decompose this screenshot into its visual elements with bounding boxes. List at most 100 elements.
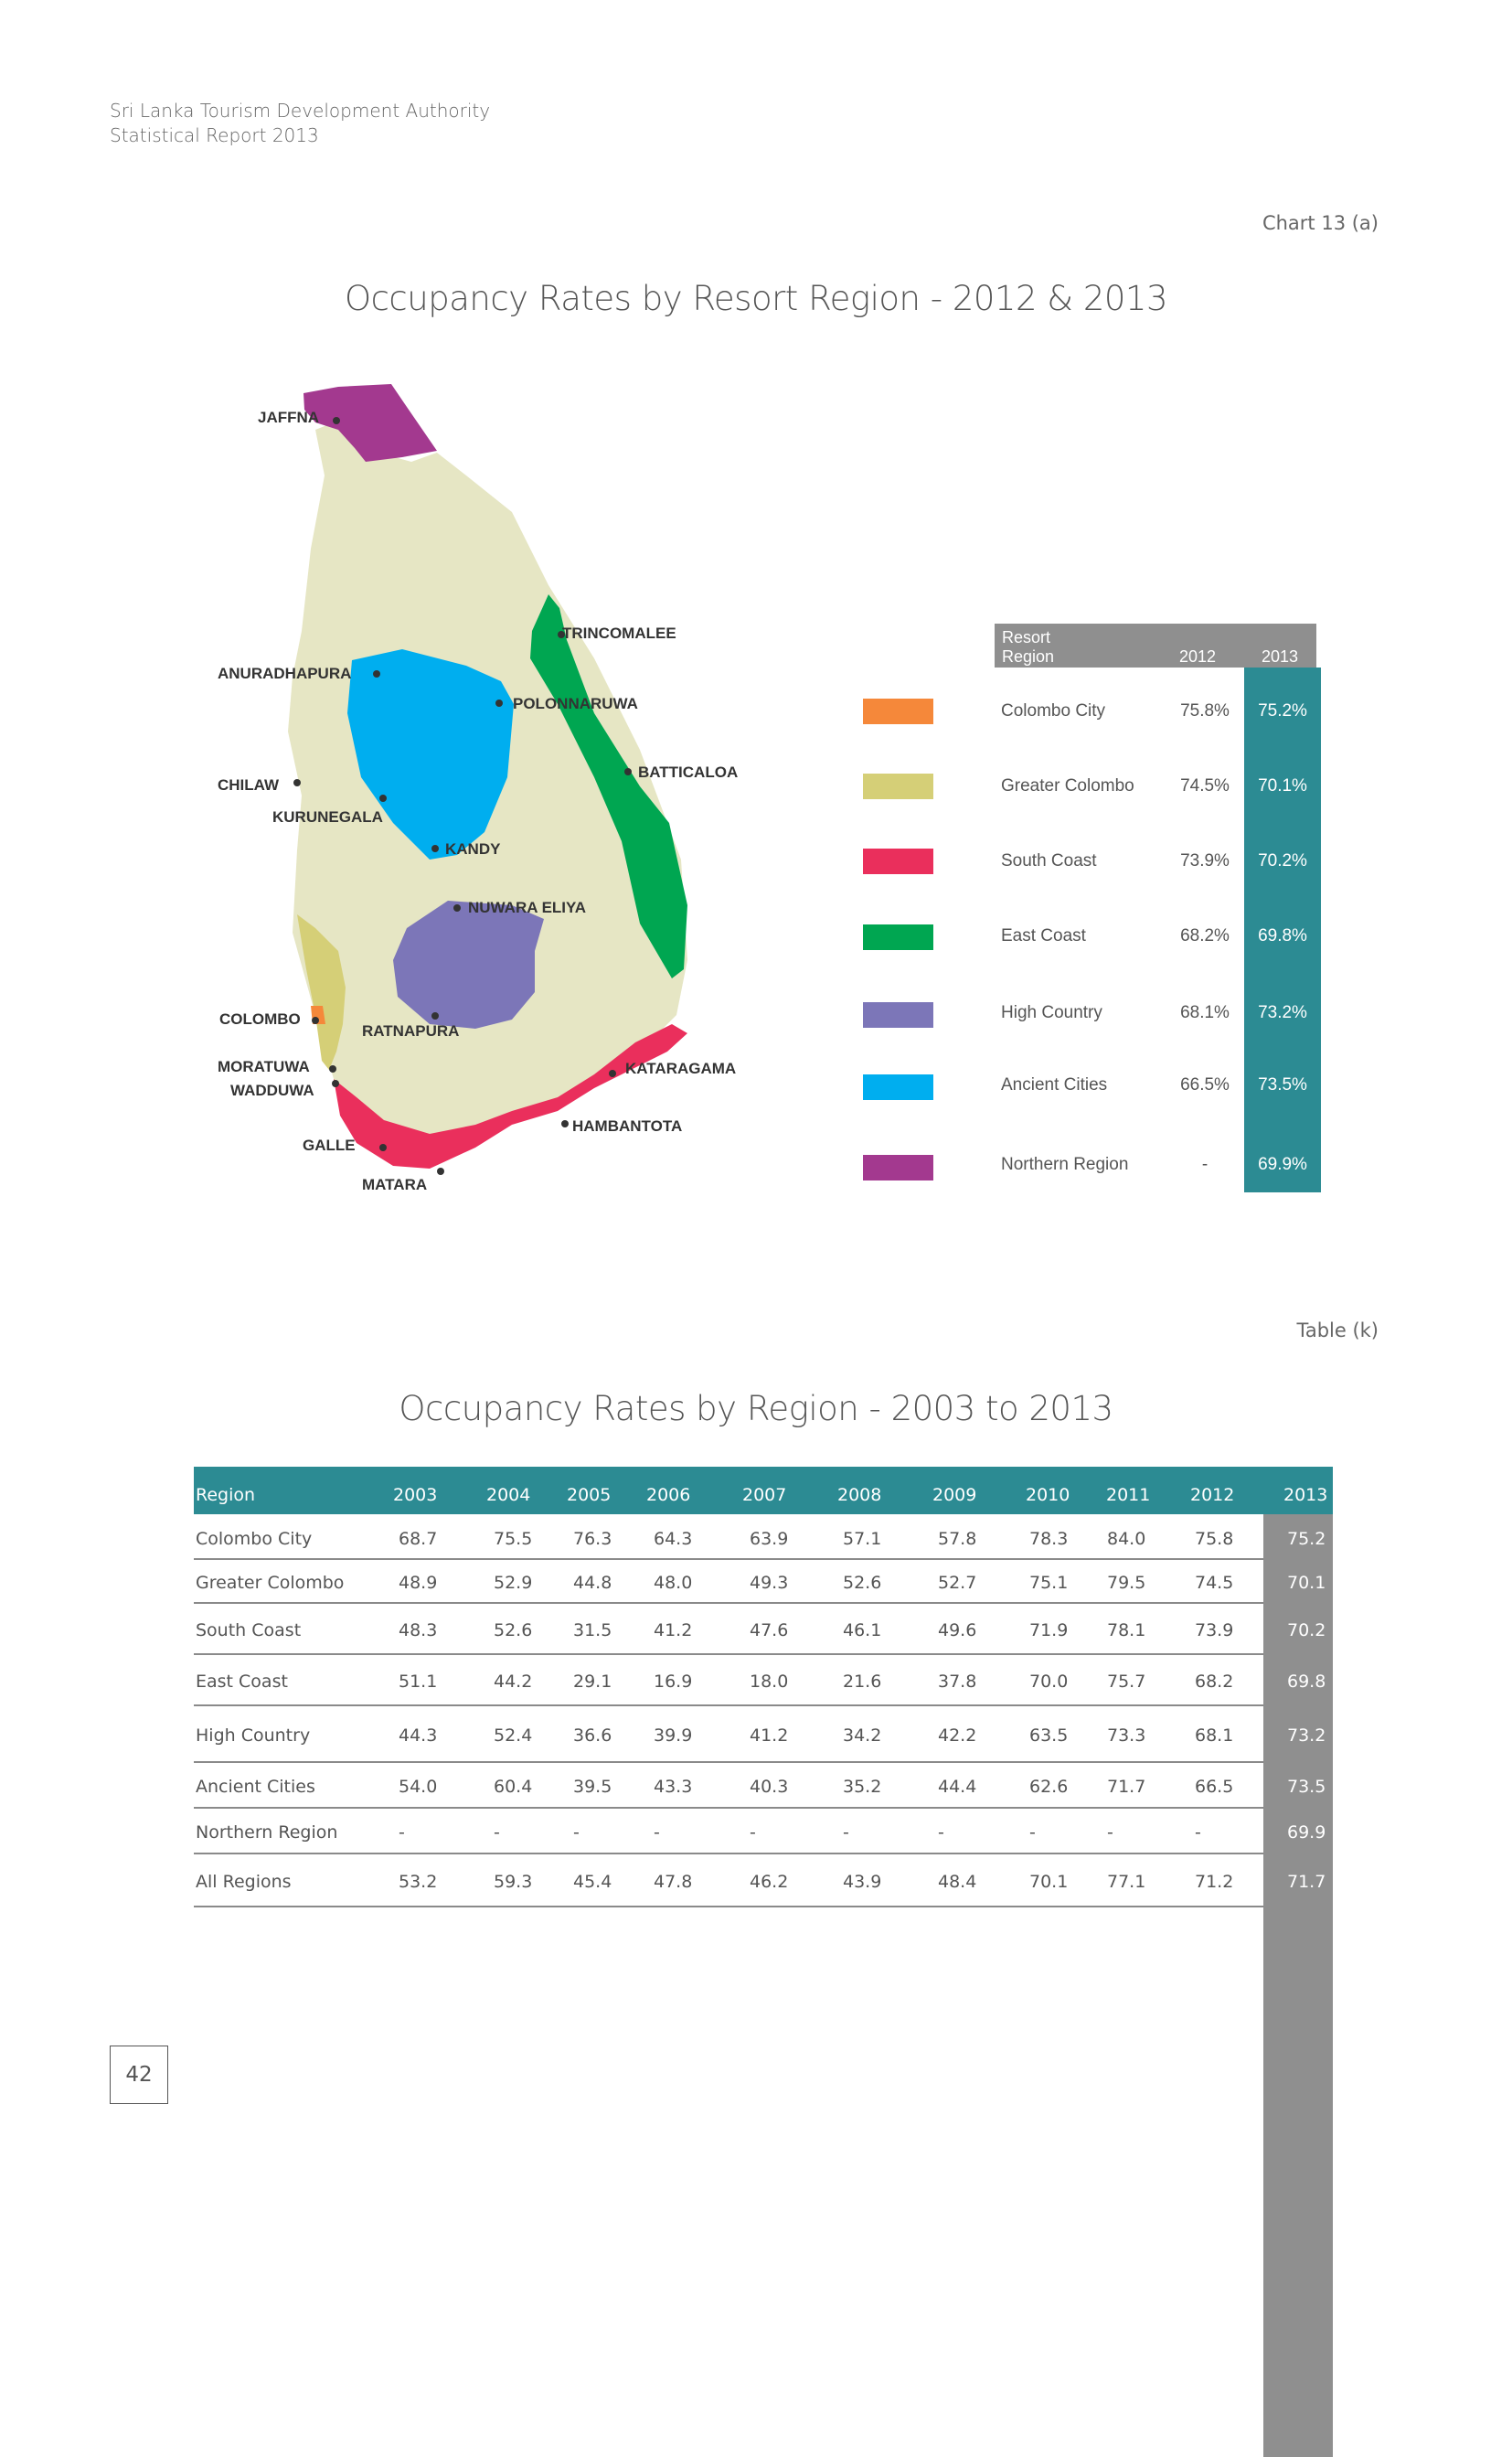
label-colombo: COLOMBO [219,1010,301,1028]
kataragama-dot [609,1070,616,1077]
table-cell-2011: 84.0 [1107,1529,1146,1549]
galle-dot [379,1144,387,1151]
table-cell-2008: 35.2 [843,1777,882,1797]
table-cell-2011: 73.3 [1107,1725,1146,1746]
table-cell-2013: 71.7 [1287,1872,1326,1892]
table-cell-2005: 45.4 [573,1872,612,1892]
table-cell-2009: 52.7 [938,1573,977,1593]
table-cell-2007: 49.3 [750,1573,789,1593]
table-cell-2009: 44.4 [938,1777,977,1797]
table-cell-2011: 78.1 [1107,1620,1146,1640]
table-cell-2011: - [1107,1822,1113,1843]
table-cell-2007: 18.0 [750,1672,789,1692]
table-cell-2005: 31.5 [573,1620,612,1640]
table-cell-2005: 36.6 [573,1725,612,1746]
table-cell-2009: 48.4 [938,1872,977,1892]
batticaloa-dot [624,768,632,775]
table-row-label: South Coast [196,1620,302,1640]
table-cell-2012: 74.5 [1195,1573,1234,1593]
label-hambantota: HAMBANTOTA [572,1117,682,1135]
table-cell-2010: 75.1 [1029,1573,1069,1593]
table-row-label: Northern Region [196,1822,338,1843]
table-cell-2005: - [573,1822,580,1843]
table-cell-2011: 77.1 [1107,1872,1146,1892]
header-2005: 2005 [567,1485,612,1505]
chart-title: Occupancy Rates by Resort Region - 2012 … [344,279,1168,318]
swatch-greater-colombo [863,774,933,799]
label-moratuwa: MORATUWA [218,1058,310,1075]
table-row: Colombo City 68.7 75.5 76.3 64.3 63.9 57.1 57.8… [194,1514,1326,1560]
table-cell-2004: 75.5 [494,1529,533,1549]
kandy-dot [431,845,439,852]
table-cell-2008: 34.2 [843,1725,882,1746]
legend-region-name: East Coast [1001,926,1086,945]
label-polonnaruwa: POLONNARUWA [513,695,638,712]
report-header: Sri Lanka Tourism Development Authority … [110,99,490,148]
ancient-cities-area [347,649,514,860]
header-2011: 2011 [1106,1485,1151,1505]
legend-row: Northern Region - 69.9% [1001,1155,1321,1182]
matara-dot [437,1168,444,1175]
table-cell-2006: 39.9 [654,1725,693,1746]
table-cell-2005: 76.3 [573,1529,612,1549]
label-kandy: KANDY [445,840,501,858]
table-cell-2004: - [494,1822,500,1843]
table-cell-2012: 71.2 [1195,1872,1234,1892]
table-cell-2006: 64.3 [654,1529,693,1549]
table-cell-2004: 44.2 [494,1672,533,1692]
greater-colombo-area [297,914,346,1070]
high-country-area [393,901,544,1029]
table-cell-2010: 78.3 [1029,1529,1069,1549]
legend-head-region-2: Region [1002,647,1055,666]
legend-row: Ancient Cities 66.5% 73.5% [1001,1075,1321,1103]
legend-head-2013: 2013 [1262,647,1299,666]
header-2008: 2008 [837,1485,882,1505]
colombo-dot [312,1017,319,1024]
table-cell-2008: 52.6 [843,1573,882,1593]
table-cell-2013: 73.2 [1287,1725,1326,1746]
table-cell-2007: 47.6 [750,1620,789,1640]
table-cell-2008: 21.6 [843,1672,882,1692]
table-cell-2013: 69.8 [1287,1672,1326,1692]
swatch-colombo-city [863,699,933,724]
legend-row: High Country 68.1% 73.2% [1001,1003,1321,1031]
table-row-label: East Coast [196,1672,288,1692]
header-report-name: Statistical Report 2013 [110,124,319,146]
legend-value-2013: 70.2% [1258,851,1307,871]
table-cell-2008: 43.9 [843,1872,882,1892]
legend-value-2013: 70.1% [1258,776,1307,796]
table-cell-2012: 73.9 [1195,1620,1234,1640]
legend-row: Colombo City 75.8% 75.2% [1001,701,1321,729]
table-cell-2006: 48.0 [654,1573,693,1593]
table-cell-2010: 70.1 [1029,1872,1069,1892]
table-row: East Coast 51.1 44.2 29.1 16.9 18.0 21.6 37.8 70… [194,1653,1326,1706]
table-cell-2009: 57.8 [938,1529,977,1549]
table-cell-2008: 46.1 [843,1620,882,1640]
trincomalee-dot [558,631,565,638]
chart-reference: Chart 13 (a) [1262,212,1379,234]
table-cell-2009: 49.6 [938,1620,977,1640]
table-title: Occupancy Rates by Region - 2003 to 2013 [399,1389,1113,1428]
legend-value-2012: - [1201,1155,1209,1174]
swatch-ancient-cities [863,1074,933,1100]
table-cell-2011: 75.7 [1107,1672,1146,1692]
header-region: Region [196,1485,256,1505]
table-cell-2004: 60.4 [494,1777,533,1797]
ratnapura-dot [431,1012,439,1020]
table-cell-2010: 62.6 [1029,1777,1069,1797]
table-cell-2013: 70.1 [1287,1573,1326,1593]
table-cell-2012: 68.1 [1195,1725,1234,1746]
legend-region-name: High Country [1001,1003,1102,1022]
legend-value-2013: 69.8% [1258,926,1307,945]
label-kurunegala: KURUNEGALA [272,808,383,826]
legend-value-2013: 75.2% [1258,701,1307,721]
table-cell-2013: 73.5 [1287,1777,1326,1797]
table-cell-2006: 43.3 [654,1777,693,1797]
table-cell-2007: 46.2 [750,1872,789,1892]
table-cell-2003: 54.0 [399,1777,438,1797]
header-2012: 2012 [1190,1485,1235,1505]
legend-row: East Coast 68.2% 69.8% [1001,926,1321,954]
legend-region-name: Ancient Cities [1001,1075,1108,1095]
table-cell-2012: - [1195,1822,1201,1843]
legend-region-name: Northern Region [1001,1155,1129,1174]
